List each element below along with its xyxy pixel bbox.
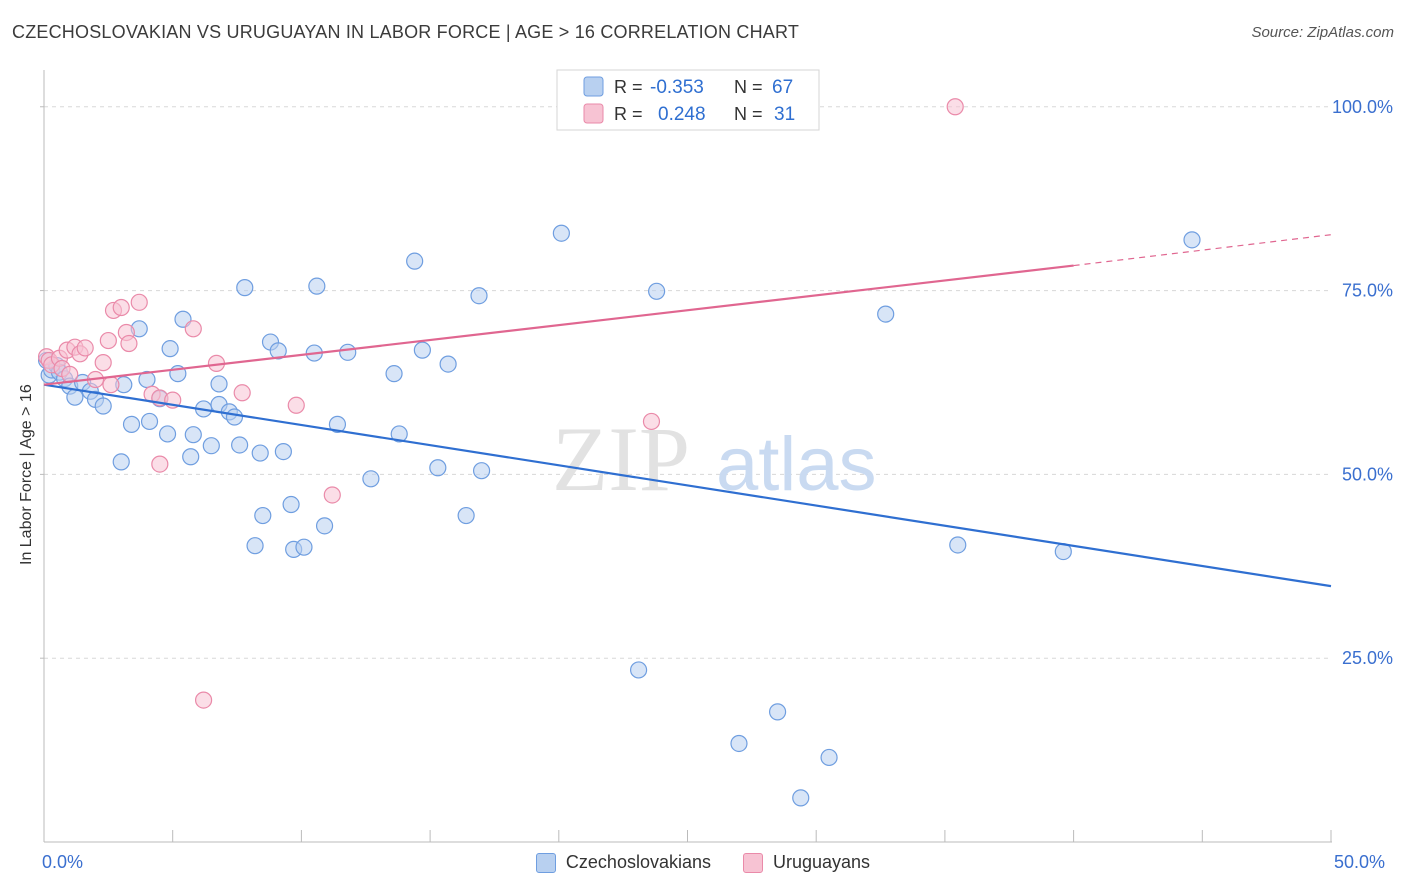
point-czechoslovakians-50 [406, 252, 424, 270]
legend-label-uruguayans: Uruguayans [773, 852, 871, 872]
legend-swatch-blue [583, 76, 604, 97]
point-uruguayans-23 [184, 320, 202, 338]
legend-swatch-czechoslovakians [535, 852, 556, 873]
legend-r-label-pink: R = [614, 104, 643, 124]
point-czechoslovakians-23 [182, 448, 200, 466]
trend-line-uruguayans [43, 264, 1074, 386]
point-uruguayans-13 [102, 376, 120, 394]
point-czechoslovakians-57 [552, 224, 570, 242]
point-uruguayans-9 [76, 339, 94, 357]
point-uruguayans-29 [642, 412, 661, 431]
point-czechoslovakians-39 [282, 495, 300, 514]
point-czechoslovakians-47 [362, 470, 380, 488]
point-czechoslovakians-11 [94, 397, 112, 415]
point-czechoslovakians-45 [328, 415, 347, 433]
point-czechoslovakians-51 [413, 341, 431, 359]
point-uruguayans-24 [194, 691, 213, 709]
point-czechoslovakians-27 [210, 375, 228, 393]
point-czechoslovakians-34 [251, 444, 269, 462]
point-uruguayans-11 [94, 354, 112, 372]
point-uruguayans-18 [130, 293, 148, 311]
point-czechoslovakians-33 [246, 537, 264, 555]
point-czechoslovakians-59 [648, 282, 666, 300]
point-czechoslovakians-49 [390, 425, 408, 443]
point-czechoslovakians-12 [112, 453, 130, 471]
y-tick-label-0: 25.0% [1342, 648, 1393, 668]
point-czechoslovakians-20 [161, 340, 179, 358]
point-uruguayans-15 [112, 298, 130, 317]
trend-lines [43, 234, 1332, 588]
chart-title: CZECHOSLOVAKIAN VS URUGUAYAN IN LABOR FO… [12, 22, 800, 42]
legend-r-label-blue: R = [614, 77, 643, 97]
point-czechoslovakians-58 [629, 661, 648, 679]
point-czechoslovakians-24 [184, 426, 202, 444]
ticks: 25.0% 50.0% 75.0% 100.0% [40, 97, 1393, 842]
point-czechoslovakians-37 [269, 342, 287, 360]
point-czechoslovakians-56 [472, 462, 491, 480]
grid-layer [44, 106, 1331, 659]
point-czechoslovakians-44 [315, 517, 334, 535]
point-uruguayans-21 [151, 455, 169, 473]
point-czechoslovakians-7 [66, 388, 84, 406]
legend-n-value-pink: 31 [774, 104, 795, 125]
trend-line-czechoslovakians [43, 383, 1332, 588]
point-czechoslovakians-55 [470, 287, 488, 305]
legend-n-value-blue: 67 [772, 77, 793, 98]
point-czechoslovakians-31 [231, 436, 249, 454]
watermark-zip: ZIP [552, 408, 690, 510]
point-uruguayans-17 [120, 334, 138, 353]
point-czechoslovakians-32 [236, 279, 254, 297]
point-czechoslovakians-30 [225, 408, 244, 426]
legend-box: R = -0.353 N = 67 R = 0.248 N = 31 [556, 69, 820, 131]
point-czechoslovakians-64 [877, 305, 895, 323]
point-uruguayans-30 [946, 98, 964, 116]
legend-swatch-pink [583, 103, 604, 124]
point-uruguayans-28 [323, 486, 341, 504]
point-uruguayans-26 [233, 384, 251, 402]
point-czechoslovakians-52 [429, 459, 447, 477]
point-uruguayans-27 [287, 396, 305, 414]
point-czechoslovakians-14 [122, 415, 141, 433]
point-czechoslovakians-38 [274, 442, 292, 461]
legend-n-label-pink: N = [734, 104, 763, 124]
y-tick-label-1: 50.0% [1342, 464, 1393, 484]
point-czechoslovakians-46 [339, 343, 357, 361]
legend-label-czechoslovakians: Czechoslovakians [565, 852, 711, 872]
point-czechoslovakians-17 [140, 412, 159, 431]
trend-extension-uruguayans [1073, 234, 1332, 267]
y-tick-label-3: 100.0% [1332, 97, 1393, 117]
point-czechoslovakians-67 [1183, 231, 1201, 249]
watermark: ZIP atlas [552, 408, 877, 510]
point-czechoslovakians-41 [295, 538, 313, 556]
legend-item-uruguayans: Uruguayans [743, 852, 870, 873]
point-czechoslovakians-26 [202, 437, 220, 455]
x-tick-min: 0.0% [42, 852, 84, 872]
x-tick-max: 50.0% [1334, 852, 1386, 872]
legend-swatch-uruguayans [743, 852, 763, 873]
point-czechoslovakians-60 [730, 734, 748, 753]
point-czechoslovakians-48 [385, 365, 403, 383]
point-czechoslovakians-43 [308, 277, 326, 295]
point-czechoslovakians-61 [768, 703, 787, 721]
source-credit: Source: ZipAtlas.com [1251, 24, 1394, 41]
point-czechoslovakians-65 [949, 536, 967, 554]
point-czechoslovakians-35 [254, 506, 272, 525]
legend-item-czechoslovakians: Czechoslovakians [535, 852, 711, 873]
point-czechoslovakians-53 [439, 355, 457, 373]
point-uruguayans-12 [99, 331, 117, 350]
legend-r-value-pink: 0.248 [658, 104, 706, 125]
point-czechoslovakians-63 [820, 748, 838, 767]
point-czechoslovakians-62 [792, 789, 810, 807]
point-czechoslovakians-19 [158, 425, 177, 443]
bottom-legend: Czechoslovakians Uruguayans [0, 852, 1406, 873]
point-czechoslovakians-54 [457, 506, 475, 525]
legend-n-label-blue: N = [734, 77, 763, 97]
watermark-atlas: atlas [716, 422, 877, 507]
legend-r-value-blue: -0.353 [650, 77, 704, 98]
y-tick-label-2: 75.0% [1342, 281, 1393, 301]
